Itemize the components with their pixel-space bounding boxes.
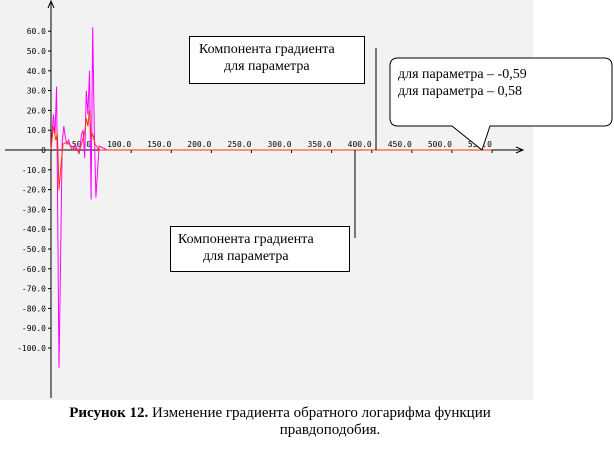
caption-line2: правдоподобия. xyxy=(279,422,381,438)
y-tick-label: -80.0 xyxy=(22,304,46,313)
y-tick-label: -20.0 xyxy=(22,186,46,195)
y-tick-label: 30.0 xyxy=(27,87,46,96)
callout-bottom-line2: для параметра xyxy=(203,249,289,264)
x-tick-label: 300.0 xyxy=(267,140,291,149)
x-tick-label: 350.0 xyxy=(308,140,332,149)
callout-top-line2: для параметра xyxy=(224,59,310,74)
y-tick-label: -50.0 xyxy=(22,245,46,254)
callout-values-text: для параметра – -0,59 для параметра – 0,… xyxy=(398,66,527,100)
y-tick-label: 60.0 xyxy=(27,27,46,36)
y-tick-label: -100.0 xyxy=(17,344,46,353)
y-tick-label: 40.0 xyxy=(27,67,46,76)
y-tick-label: -40.0 xyxy=(22,225,46,234)
y-tick-label: -90.0 xyxy=(22,324,46,333)
x-tick-label: 500.0 xyxy=(428,140,452,149)
y-tick-label: -60.0 xyxy=(22,265,46,274)
y-tick-label: 10.0 xyxy=(27,126,46,135)
x-tick-label: 150.0 xyxy=(147,140,171,149)
callout-values-line2: для параметра – 0,58 xyxy=(398,84,523,99)
callout-bottom-box: Компонента градиента для параметра xyxy=(170,226,350,272)
callout-bottom-line1: Компонента градиента xyxy=(178,232,314,247)
series-2-line xyxy=(50,110,492,190)
caption-label: Рисунок 12. xyxy=(69,405,149,421)
callout-top-box: Компонента градиента для параметра xyxy=(189,36,365,84)
y-tick-label: 50.0 xyxy=(27,47,46,56)
x-tick-label: 450.0 xyxy=(388,140,412,149)
x-tick-label: 250.0 xyxy=(227,140,251,149)
callout-values-bubble xyxy=(389,57,613,151)
y-tick-label: -70.0 xyxy=(22,285,46,294)
x-tick-label: 200.0 xyxy=(187,140,211,149)
y-tick-label: -30.0 xyxy=(22,205,46,214)
x-tick-label: 400.0 xyxy=(348,140,372,149)
figure-caption: Рисунок 12. Изменение градиента обратног… xyxy=(0,405,560,439)
callout-top-line1: Компонента градиента xyxy=(199,42,335,57)
x-tick-label: 100.0 xyxy=(107,140,131,149)
y-tick-label: 20.0 xyxy=(27,106,46,115)
y-tick-label: -10.0 xyxy=(22,166,46,175)
y-tick-label: 0 xyxy=(41,146,46,155)
y-axis-arrow xyxy=(47,0,55,9)
callout-values-line1: для параметра – -0,59 xyxy=(398,67,527,82)
x-axis-arrow xyxy=(515,146,525,154)
caption-text: Изменение градиента обратного логарифма … xyxy=(148,405,491,421)
